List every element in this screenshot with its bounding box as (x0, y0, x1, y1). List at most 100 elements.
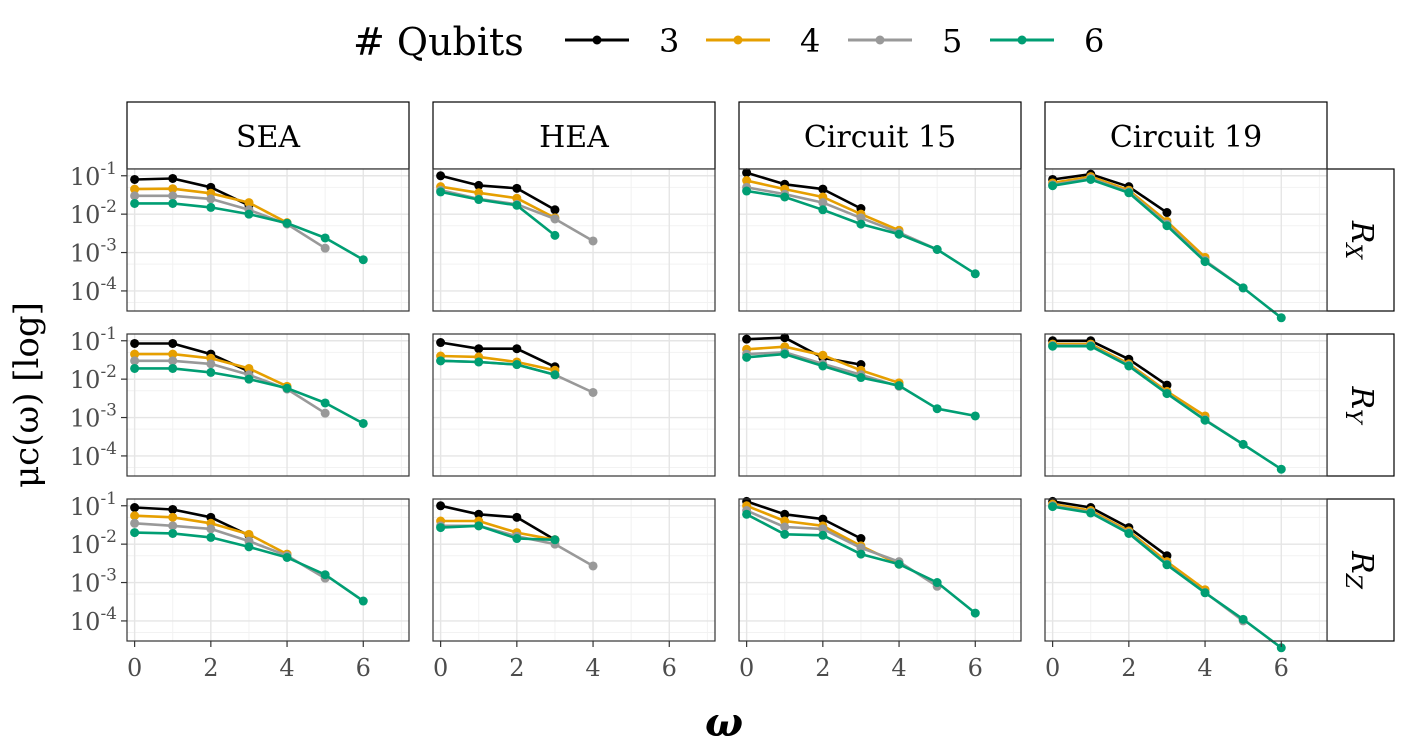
data-point-6 (742, 352, 752, 362)
data-point-3 (436, 501, 446, 511)
data-point-6 (894, 381, 904, 391)
data-point-6 (1162, 221, 1172, 231)
y-tick-label: 10-4 (70, 274, 117, 306)
y-tick-label: 10-1 (70, 159, 117, 191)
x-tick-label: 6 (356, 654, 371, 682)
data-point-4 (244, 529, 254, 539)
panel-border (1044, 333, 1328, 477)
panel-r2-c3: 0 2 4 6 (1044, 496, 1328, 682)
data-point-6 (780, 529, 790, 539)
data-point-6 (130, 363, 140, 373)
data-point-5 (320, 408, 330, 418)
data-point-3 (168, 338, 178, 348)
data-point-3 (474, 344, 484, 354)
x-tick-label: 2 (815, 654, 830, 682)
data-point-6 (1086, 508, 1096, 518)
x-tick-label: 4 (279, 654, 294, 682)
strip-label-col-0: SEA (236, 120, 300, 155)
data-point-3 (1162, 380, 1172, 390)
data-point-6 (1276, 464, 1286, 474)
data-point-4 (742, 176, 752, 186)
x-tick-label: 6 (968, 654, 983, 682)
series-line-4 (440, 519, 556, 542)
data-point-3 (168, 173, 178, 183)
y-tick-label: 10-2 (70, 362, 117, 394)
y-tick-label: 10-3 (70, 401, 117, 433)
x-tick-label: 2 (203, 654, 218, 682)
data-point-6 (244, 542, 254, 552)
panel-r1-c1 (432, 333, 716, 477)
panel-border (738, 168, 1022, 312)
data-point-6 (358, 255, 368, 265)
facet-panels: 10-1 10-2 10-3 10-4 10-1 10-2 10-3 10-4 10-1 10-2… (70, 159, 1328, 682)
series-line-3 (134, 506, 250, 537)
strip-label-row-text-2: RZ (1340, 550, 1379, 590)
legend-marker-4 (733, 35, 743, 45)
y-tick-label: 10-3 (70, 566, 117, 598)
data-point-6 (168, 363, 178, 373)
y-tick-label: 10-3 (70, 236, 117, 268)
data-point-5 (550, 214, 560, 224)
data-point-6 (474, 521, 484, 531)
panel-bg (1045, 499, 1327, 641)
data-point-6 (320, 398, 330, 408)
data-point-5 (206, 524, 216, 534)
panel-border (432, 333, 716, 477)
data-point-6 (780, 349, 790, 359)
data-point-6 (970, 269, 980, 279)
data-point-5 (206, 359, 216, 369)
data-point-6 (742, 186, 752, 196)
data-point-6 (244, 209, 254, 219)
data-point-6 (932, 578, 942, 588)
data-point-6 (1048, 341, 1058, 351)
data-point-5 (856, 543, 866, 553)
data-point-4 (130, 184, 140, 194)
panel-r0-c1 (432, 168, 716, 312)
data-point-3 (130, 503, 140, 513)
data-point-3 (742, 168, 752, 178)
legend-marker-3 (592, 35, 602, 45)
panel-border (738, 333, 1022, 477)
strip-label-row-1: RY (1340, 385, 1379, 426)
panel-border (126, 168, 410, 312)
data-point-6 (436, 187, 446, 197)
panel-border (738, 498, 1022, 642)
x-tick-label: 2 (1121, 654, 1136, 682)
strip-col-1 (432, 101, 716, 170)
data-point-6 (1200, 415, 1210, 425)
data-point-4 (818, 350, 828, 360)
data-point-6 (856, 219, 866, 229)
data-point-4 (168, 184, 178, 194)
x-tick-label: 0 (433, 654, 448, 682)
series-line-3 (1052, 339, 1168, 387)
legend: # Qubits 3 4 5 6 (353, 20, 1104, 64)
series-line-4 (440, 185, 556, 220)
series-line-5 (134, 359, 326, 415)
data-point-4 (168, 349, 178, 359)
panel-border (432, 498, 716, 642)
legend-title: # Qubits (353, 20, 524, 64)
data-point-3 (474, 180, 484, 190)
x-axis-label: ω (705, 699, 743, 744)
panel-r0-c3 (1044, 168, 1328, 323)
data-point-3 (168, 504, 178, 514)
series-line-3 (440, 504, 556, 541)
series-line-3 (440, 174, 556, 211)
y-axis-label-text: μc(ω) [log] (7, 302, 47, 488)
data-point-6 (550, 535, 560, 545)
y-axis-label: μc(ω) [log] (7, 302, 47, 488)
data-point-3 (742, 334, 752, 344)
data-point-6 (130, 528, 140, 538)
legend-marker-6 (1017, 35, 1027, 45)
data-point-3 (818, 514, 828, 524)
data-point-6 (168, 528, 178, 538)
data-point-6 (818, 205, 828, 215)
data-point-5 (818, 524, 828, 534)
series-line-4 (440, 354, 556, 372)
data-point-3 (512, 344, 522, 354)
data-point-6 (856, 549, 866, 559)
strip-label-col-3: Circuit 19 (1110, 120, 1262, 155)
data-point-6 (1086, 341, 1096, 351)
panel-r0-c2 (738, 168, 1022, 312)
legend-marker-5 (875, 35, 885, 45)
